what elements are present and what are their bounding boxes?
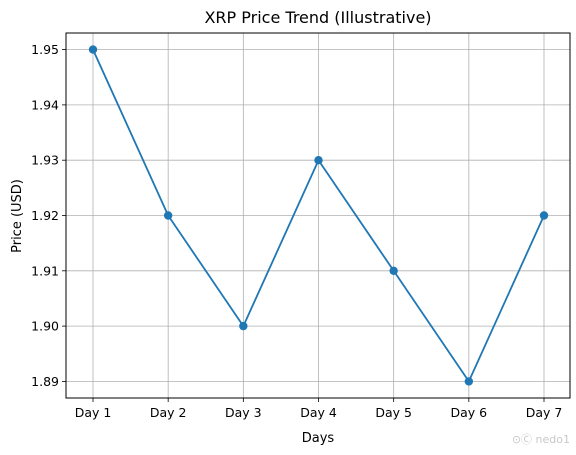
data-point bbox=[239, 321, 248, 331]
chart-title: XRP Price Trend (Illustrative) bbox=[204, 8, 431, 27]
y-tick-label: 1.92 bbox=[31, 208, 59, 223]
data-point bbox=[464, 377, 474, 386]
y-tick-label: 1.95 bbox=[31, 42, 59, 57]
y-tick-label: 1.91 bbox=[31, 263, 59, 278]
data-point bbox=[88, 45, 98, 54]
data-point bbox=[389, 266, 398, 276]
axis-ticks: Day 1 Day 2 Day 3 Day 4 Day 5 Day 6 Day 7 1.89 1… bbox=[31, 42, 562, 420]
watermark: ⊙Ⓒ nedo1 bbox=[511, 433, 570, 446]
x-axis-label: Days bbox=[302, 431, 335, 446]
x-tick-label: Day 6 bbox=[451, 405, 488, 420]
x-tick-label: Day 3 bbox=[225, 405, 262, 420]
y-axis-label: Price (USD) bbox=[10, 179, 25, 253]
x-tick-label: Day 1 bbox=[75, 405, 112, 420]
data-point bbox=[163, 211, 173, 220]
data-point bbox=[314, 155, 323, 165]
data-point bbox=[539, 211, 549, 220]
series-layer bbox=[88, 45, 549, 386]
y-tick-label: 1.90 bbox=[31, 319, 59, 334]
grid-lines bbox=[66, 33, 570, 398]
x-tick-label: Day 7 bbox=[526, 405, 563, 420]
x-tick-label: Day 2 bbox=[150, 405, 187, 420]
x-tick-label: Day 4 bbox=[300, 405, 337, 420]
y-tick-label: 1.94 bbox=[31, 97, 59, 112]
x-tick-label: Day 5 bbox=[375, 405, 412, 420]
y-tick-label: 1.89 bbox=[31, 374, 59, 389]
y-tick-label: 1.93 bbox=[31, 153, 59, 168]
